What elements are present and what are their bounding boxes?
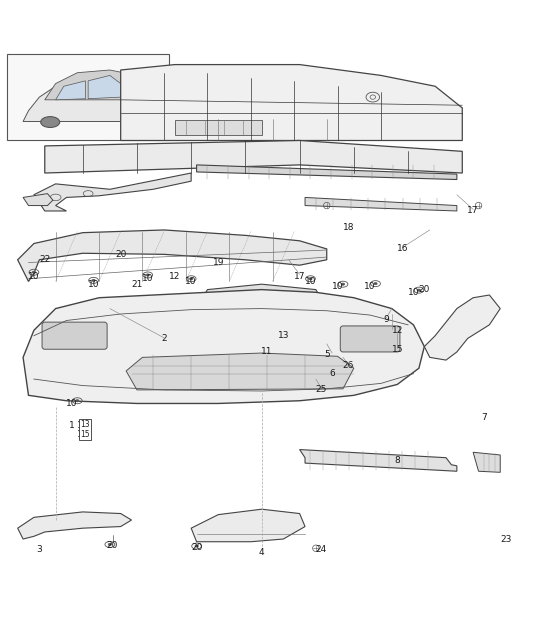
- Ellipse shape: [32, 271, 35, 273]
- Text: 12: 12: [391, 326, 403, 335]
- Text: 10: 10: [66, 399, 77, 408]
- Text: 10: 10: [88, 279, 99, 289]
- Text: 26: 26: [343, 361, 354, 370]
- Text: 13
15: 13 15: [81, 420, 90, 439]
- Text: 22: 22: [39, 255, 50, 264]
- Text: 12: 12: [169, 271, 180, 281]
- Ellipse shape: [128, 117, 147, 127]
- Text: 15: 15: [391, 345, 403, 354]
- Polygon shape: [23, 75, 161, 121]
- Polygon shape: [34, 173, 191, 211]
- Text: 8: 8: [395, 456, 400, 465]
- FancyBboxPatch shape: [340, 326, 400, 352]
- Polygon shape: [23, 290, 425, 403]
- Text: 10: 10: [28, 271, 40, 281]
- Text: 20: 20: [419, 285, 430, 294]
- Text: 13: 13: [77, 421, 88, 430]
- Polygon shape: [120, 65, 462, 141]
- Polygon shape: [300, 450, 457, 471]
- Text: 10: 10: [305, 277, 316, 286]
- Text: 3: 3: [37, 545, 42, 555]
- Polygon shape: [56, 81, 86, 100]
- Ellipse shape: [309, 278, 312, 280]
- Polygon shape: [305, 197, 457, 211]
- Ellipse shape: [417, 289, 421, 291]
- Text: 6: 6: [329, 369, 335, 378]
- Polygon shape: [17, 230, 326, 281]
- Text: 21: 21: [131, 279, 143, 289]
- Ellipse shape: [146, 274, 149, 276]
- Text: 10: 10: [185, 277, 197, 286]
- Text: 1: 1: [69, 421, 75, 430]
- Ellipse shape: [374, 283, 377, 284]
- Polygon shape: [473, 452, 500, 472]
- Polygon shape: [197, 165, 457, 180]
- Polygon shape: [23, 193, 53, 205]
- Text: 10: 10: [332, 283, 343, 291]
- Polygon shape: [425, 295, 500, 360]
- Text: 20: 20: [115, 250, 126, 259]
- Text: 15: 15: [77, 430, 88, 439]
- Polygon shape: [17, 512, 131, 539]
- Polygon shape: [191, 509, 305, 542]
- Polygon shape: [126, 353, 354, 390]
- Ellipse shape: [76, 399, 79, 402]
- Text: 9: 9: [384, 315, 389, 324]
- Text: 20: 20: [107, 541, 118, 550]
- Ellipse shape: [108, 543, 112, 546]
- Text: 7: 7: [481, 413, 487, 421]
- FancyBboxPatch shape: [7, 54, 169, 141]
- Text: 13: 13: [277, 331, 289, 340]
- Text: 2: 2: [161, 334, 167, 343]
- FancyBboxPatch shape: [42, 322, 107, 349]
- Text: 24: 24: [316, 545, 327, 555]
- Text: 18: 18: [343, 223, 354, 232]
- Text: 4: 4: [259, 548, 264, 557]
- Polygon shape: [45, 70, 148, 100]
- Text: 16: 16: [397, 244, 408, 254]
- Text: 25: 25: [316, 386, 327, 394]
- Text: 17: 17: [468, 207, 479, 215]
- Polygon shape: [197, 284, 326, 338]
- Text: 19: 19: [213, 258, 224, 267]
- Text: 11: 11: [262, 347, 273, 357]
- Text: 20: 20: [191, 543, 202, 551]
- Ellipse shape: [41, 117, 60, 127]
- Ellipse shape: [195, 545, 198, 547]
- Polygon shape: [45, 141, 462, 173]
- Text: 10: 10: [365, 283, 376, 291]
- Text: 10: 10: [408, 288, 419, 297]
- Ellipse shape: [341, 283, 344, 285]
- Text: 17: 17: [294, 271, 305, 281]
- Text: 5: 5: [324, 350, 330, 359]
- Polygon shape: [88, 75, 120, 99]
- Text: 10: 10: [142, 274, 154, 283]
- Polygon shape: [175, 120, 262, 135]
- Ellipse shape: [92, 279, 95, 281]
- Text: 23: 23: [500, 534, 511, 543]
- Ellipse shape: [190, 278, 193, 280]
